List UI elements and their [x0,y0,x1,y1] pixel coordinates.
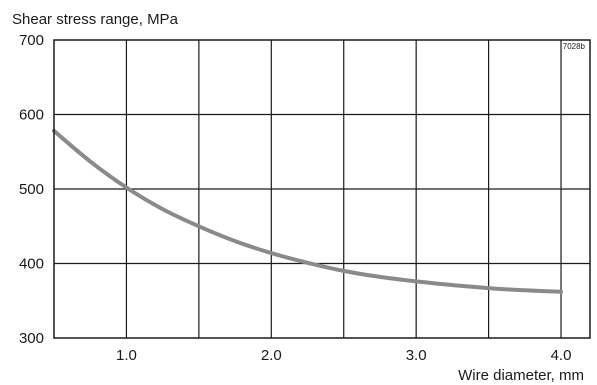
y-tick-label: 400 [19,256,44,273]
figure-code: 7028b [563,42,586,51]
grid [54,40,590,338]
y-tick-label: 600 [19,107,44,124]
y-tick-label: 500 [19,181,44,198]
y-tick-label: 700 [19,32,44,49]
series-line [52,128,563,294]
x-axis-label: Wire diameter, mm [458,367,584,384]
y-tick-label: 300 [19,330,44,347]
x-tick-label: 4.0 [551,347,572,364]
plot-frame [53,39,591,339]
x-tick-label: 3.0 [406,347,427,364]
series-layer [52,128,563,294]
tick-labels: 300 400 500 600 700 1.0 2.0 3.0 4.0 [19,32,571,364]
x-tick-label: 2.0 [261,347,282,364]
y-axis-label: Shear stress range, MPa [12,11,179,28]
x-tick-label: 1.0 [116,347,137,364]
